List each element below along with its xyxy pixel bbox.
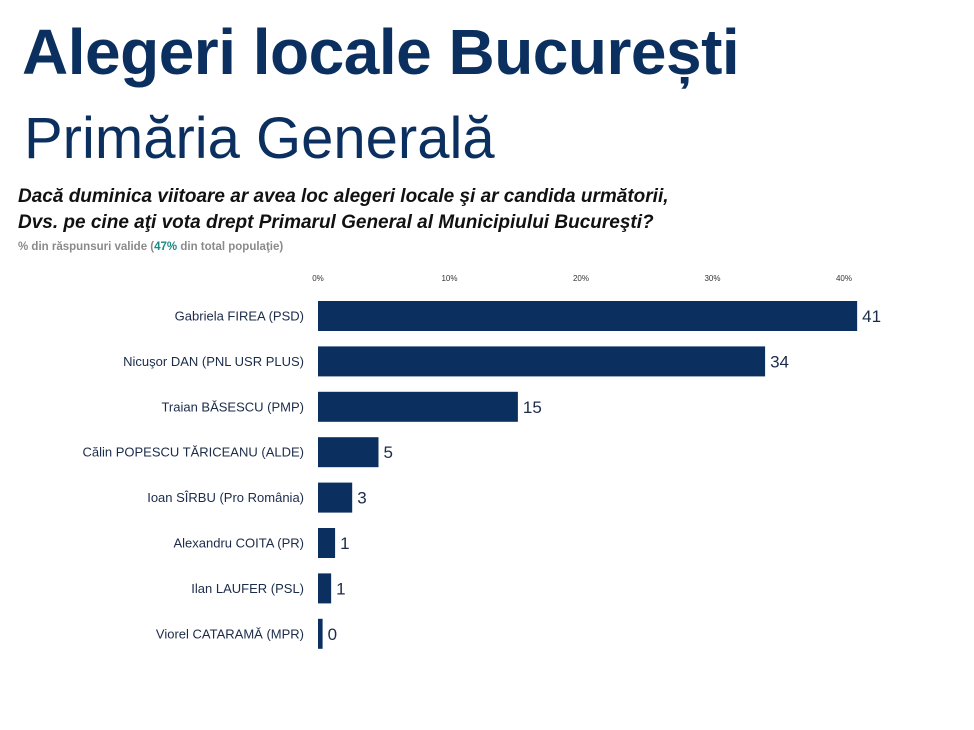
bar — [318, 528, 336, 558]
bar — [318, 482, 353, 513]
x-tick-label: 40% — [836, 274, 852, 283]
bar — [318, 437, 379, 468]
category-label: Călin POPESCU TĂRICEANU (ALDE) — [82, 445, 304, 460]
base-note: % din răspunsuri valide (47% din total p… — [18, 241, 283, 253]
bar — [318, 346, 766, 377]
category-label: Gabriela FIREA (PSD) — [175, 309, 304, 324]
base-note-suffix: din total populaţie) — [177, 241, 284, 253]
category-label: Ilan LAUFER (PSL) — [191, 581, 304, 596]
value-label: 3 — [357, 489, 366, 508]
value-label: 15 — [523, 398, 542, 417]
value-label: 34 — [770, 352, 789, 371]
survey-question: Dacă duminica viitoare ar avea loc alege… — [18, 184, 958, 236]
x-tick-label: 20% — [573, 274, 589, 283]
base-note-prefix: % din răspunsuri valide ( — [18, 241, 155, 253]
category-label: Nicuşor DAN (PNL USR PLUS) — [123, 354, 304, 369]
survey-question-line-2: Dvs. pe cine aţi vota drept Primarul Gen… — [18, 212, 654, 233]
value-label: 1 — [336, 579, 345, 598]
bar-chart: 0% 10% 20% 30% 40% Gabriela FIREA (PSD) 41 Nicu… — [82, 274, 881, 649]
page-subtitle: Primăria Generală — [24, 106, 495, 171]
bar — [318, 573, 332, 604]
bar — [318, 391, 518, 422]
category-label: Ioan SÎRBU (Pro România) — [147, 490, 304, 505]
category-label: Traian BĂSESCU (PMP) — [161, 399, 304, 414]
x-tick-label: 30% — [704, 274, 720, 283]
x-tick-label: 10% — [441, 274, 457, 283]
page-title: Alegeri locale București — [22, 16, 740, 88]
value-label: 0 — [328, 625, 337, 644]
bar — [318, 618, 323, 649]
x-tick-label: 0% — [312, 274, 324, 283]
bar — [318, 301, 858, 331]
value-label: 41 — [862, 307, 881, 326]
category-label: Alexandru COITA (PR) — [173, 536, 304, 551]
value-label: 5 — [383, 443, 392, 462]
category-label: Viorel CATARAMĂ (MPR) — [156, 626, 304, 641]
survey-question-line-1: Dacă duminica viitoare ar avea loc alege… — [18, 186, 669, 207]
base-note-highlight: 47% — [154, 241, 178, 253]
value-label: 1 — [340, 534, 349, 553]
